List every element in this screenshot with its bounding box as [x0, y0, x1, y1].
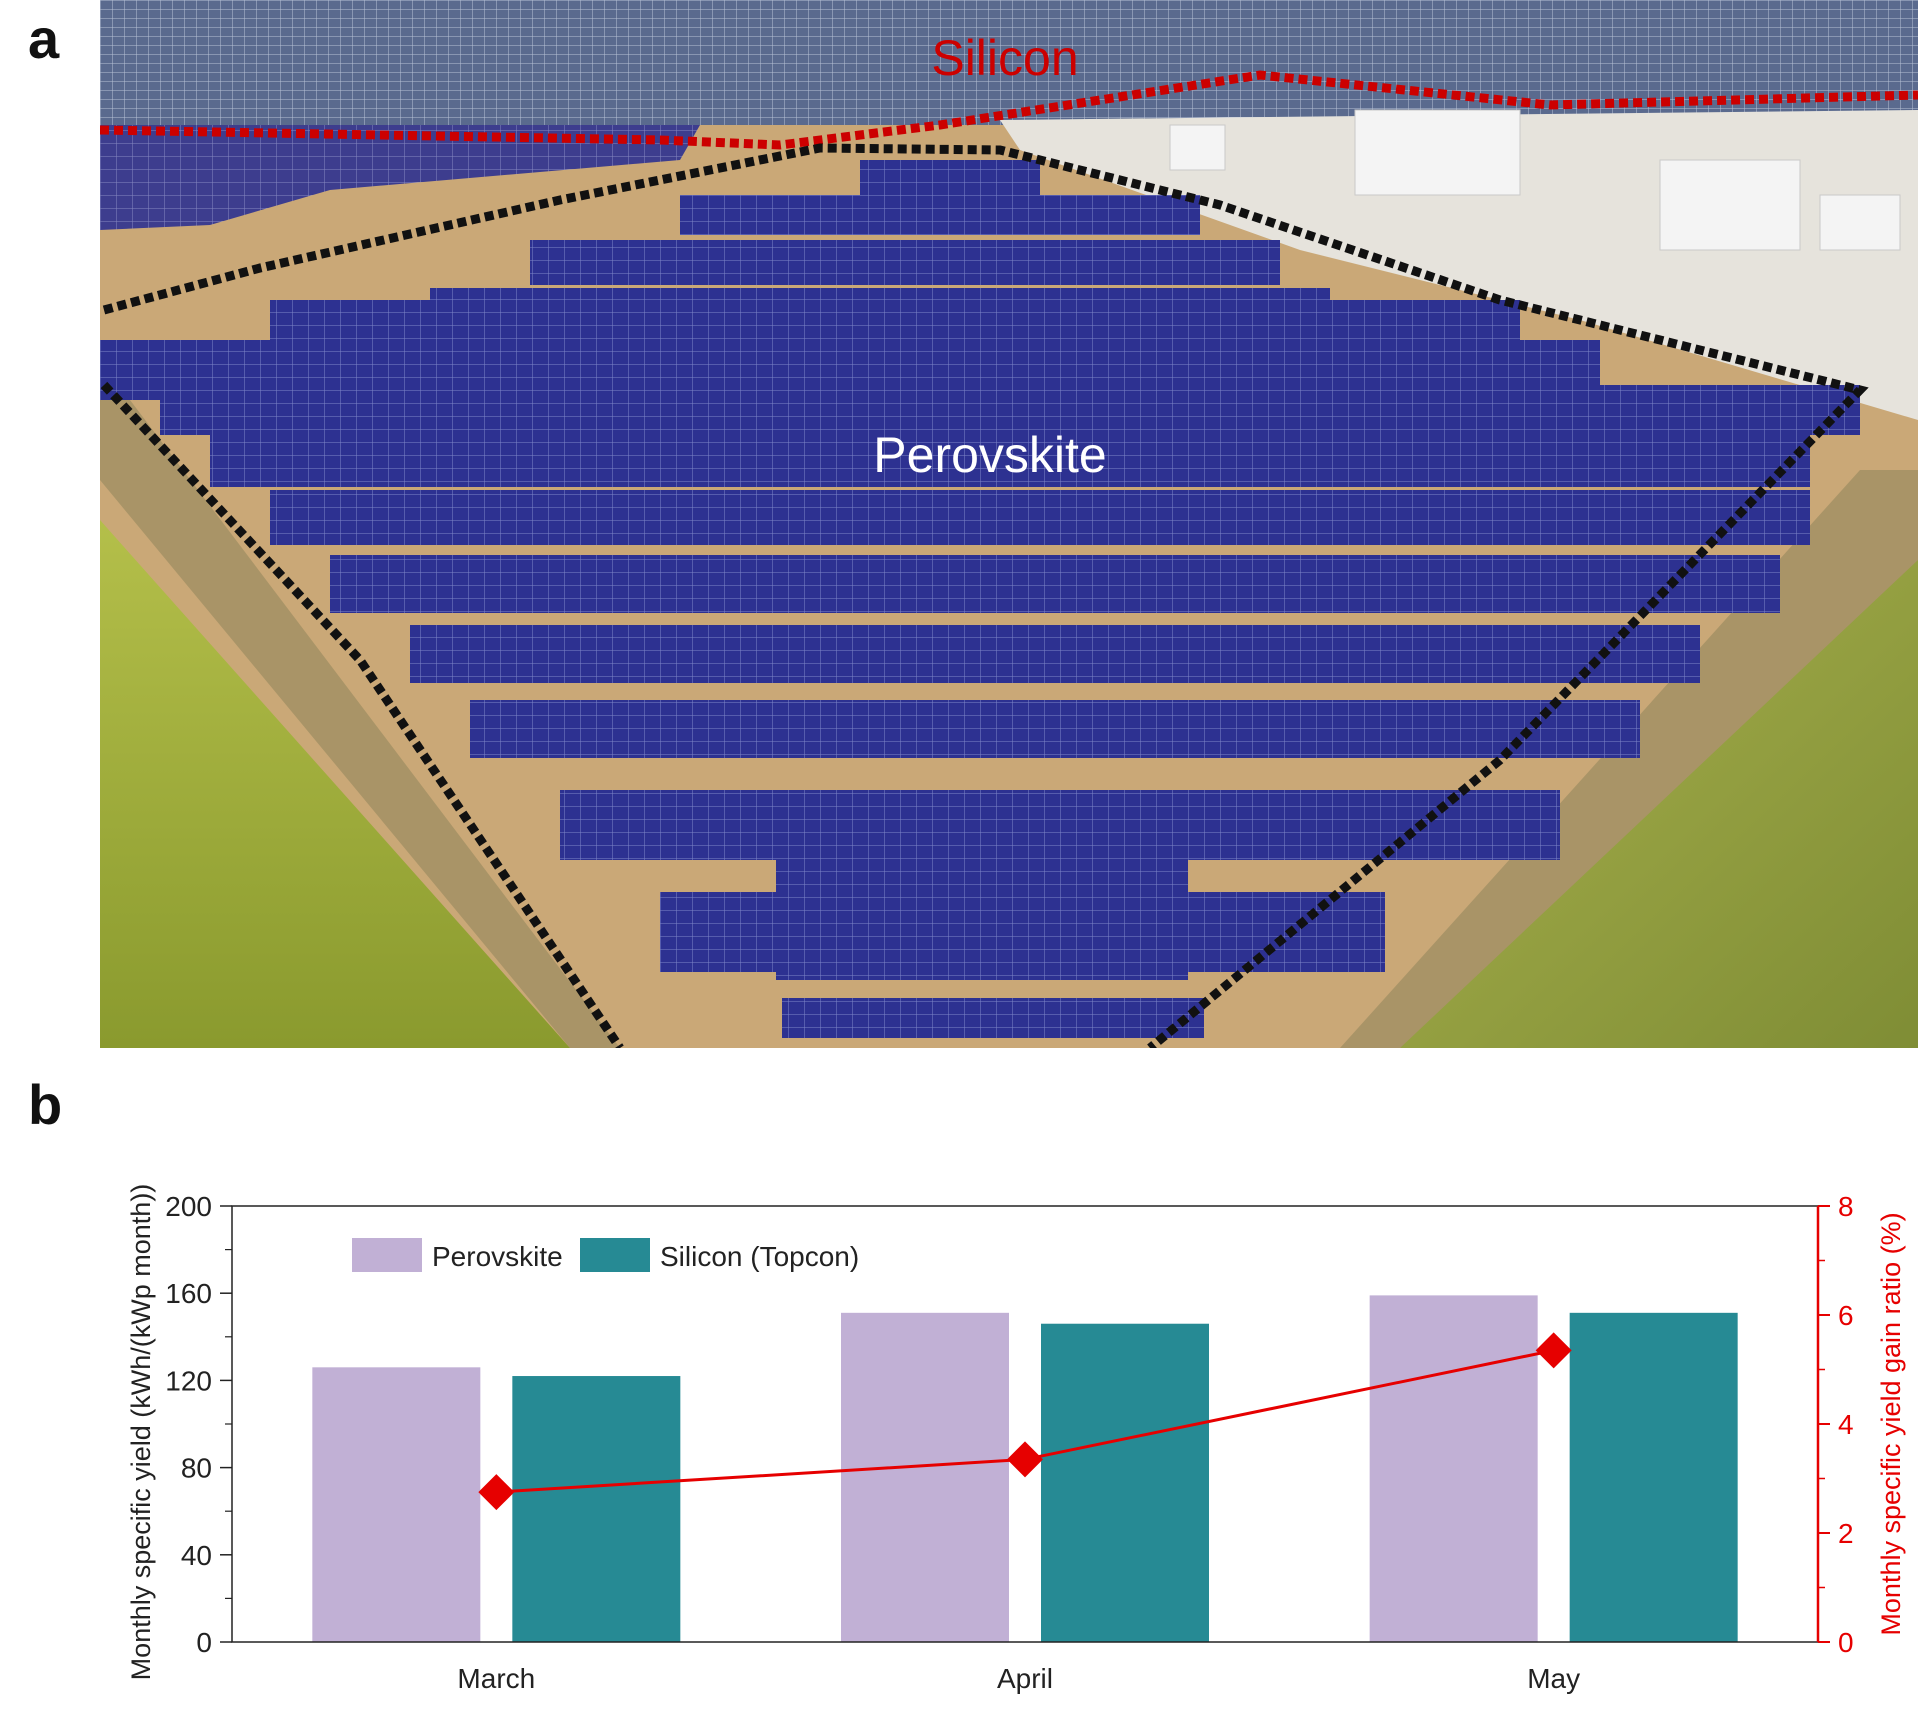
bars-group — [312, 1295, 1738, 1642]
legend-label-silicon: Silicon (Topcon) — [660, 1241, 859, 1272]
bar-perovskite-1 — [841, 1312, 1009, 1642]
solar-farm-photo: Silicon Perovskite — [100, 0, 1918, 1048]
gain-ratio-point-0 — [478, 1474, 515, 1511]
y-right-tick-label-1: 2 — [1838, 1518, 1854, 1549]
perovskite-boundary-left — [100, 381, 624, 1048]
legend-swatch-perovskite — [352, 1238, 422, 1272]
silicon-boundary — [100, 70, 1918, 150]
bar-silicon-1 — [1041, 1323, 1209, 1642]
y-left-tick-label-2: 80 — [181, 1453, 212, 1484]
legend-label-perovskite: Perovskite — [432, 1241, 563, 1272]
water-left — [100, 520, 570, 1048]
y-right-tick-label-0: 0 — [1838, 1627, 1854, 1658]
x-tick-label-1: April — [997, 1663, 1053, 1694]
legend-swatch-silicon — [580, 1238, 650, 1272]
perovskite-array — [100, 160, 1860, 1038]
y-right-tick-label-4: 8 — [1838, 1191, 1854, 1222]
substation-building-2 — [1659, 159, 1801, 251]
gain-ratio-point-2 — [1535, 1332, 1572, 1369]
aerial-photo-illustration: Silicon Perovskite — [100, 0, 1918, 1048]
bar-perovskite-0 — [312, 1367, 481, 1642]
yield-chart: 0 40 80 120 160 200 0 2 4 6 8 March April May Monthly … — [0, 1150, 1920, 1710]
gain-line-group — [478, 1332, 1572, 1511]
y-left-tick-label-4: 160 — [165, 1278, 212, 1309]
bar-perovskite-2 — [1369, 1295, 1538, 1642]
y-left-tick-label-1: 40 — [181, 1540, 212, 1571]
yield-chart-svg: 0 40 80 120 160 200 0 2 4 6 8 March April May Monthly … — [126, 1184, 1906, 1694]
substation-building-4 — [1169, 124, 1226, 171]
upper-left-blue-rows — [100, 125, 700, 230]
x-tick-label-0: March — [457, 1663, 535, 1694]
perovskite-boundary — [102, 143, 1869, 1048]
axes-group: 0 40 80 120 160 200 0 2 4 6 8 March April May Monthly … — [126, 1184, 1906, 1694]
legend: Perovskite Silicon (Topcon) — [352, 1238, 859, 1272]
silicon-field — [100, 0, 1918, 125]
substation-building-3 — [1819, 194, 1901, 251]
perovskite-label: Perovskite — [873, 427, 1106, 483]
embankment-left — [100, 400, 620, 1048]
gain-ratio-point-1 — [1007, 1441, 1043, 1478]
panel-label-b: b — [28, 1073, 63, 1136]
y-right-axis-title: Monthly specific yield gain ratio (%) — [1876, 1212, 1906, 1635]
embankment-right — [1340, 470, 1918, 1048]
x-tick-label-2: May — [1527, 1663, 1580, 1694]
substation-building-1 — [1354, 109, 1521, 196]
bar-silicon-2 — [1569, 1312, 1738, 1642]
y-left-tick-label-3: 120 — [165, 1365, 212, 1396]
y-left-axis-title: Monthly specific yield (kWh/(kWp month)) — [126, 1184, 156, 1681]
silicon-label: Silicon — [931, 30, 1078, 86]
y-left-tick-label-5: 200 — [165, 1191, 212, 1222]
bar-silicon-0 — [512, 1376, 681, 1642]
y-left-tick-label-0: 0 — [196, 1627, 212, 1658]
panel-label-a: a — [28, 7, 60, 70]
y-right-tick-label-3: 6 — [1838, 1300, 1854, 1331]
y-right-tick-label-2: 4 — [1838, 1409, 1854, 1440]
